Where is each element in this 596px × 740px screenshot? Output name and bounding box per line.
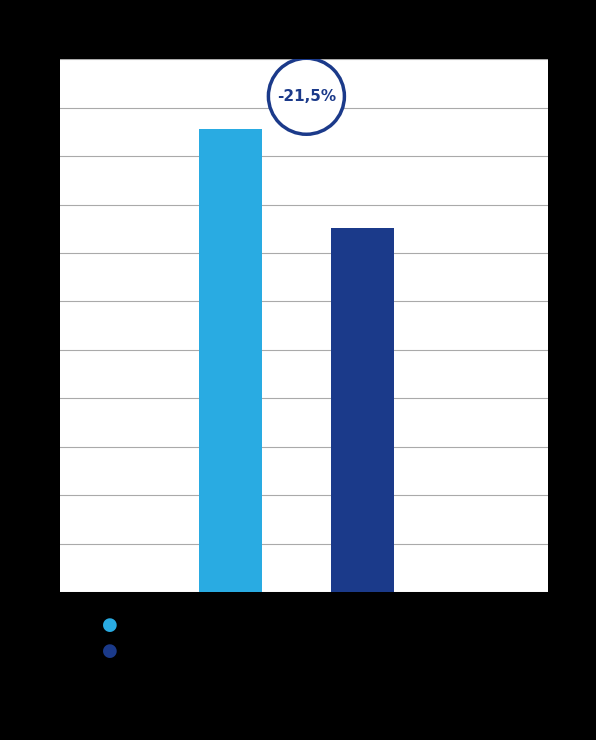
Bar	[331, 229, 395, 592]
Ellipse shape	[268, 58, 344, 134]
Text: -21,5%: -21,5%	[277, 89, 336, 104]
Text: ●: ●	[103, 642, 118, 660]
Bar	[199, 129, 262, 592]
Text: ●: ●	[103, 616, 118, 634]
